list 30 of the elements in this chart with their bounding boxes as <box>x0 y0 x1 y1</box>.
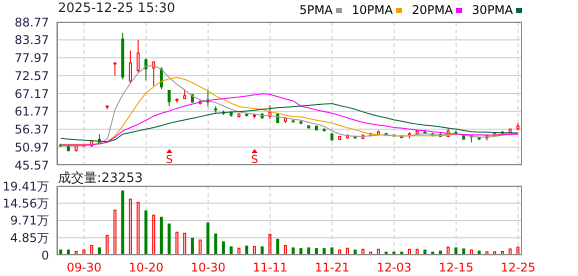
y-tick-label: 67.17 <box>14 86 49 101</box>
x-tick-label: 12-15 <box>438 260 474 275</box>
chart-title: 成交量:23253 <box>58 171 143 187</box>
x-tick-label: 09-30 <box>66 260 102 275</box>
y-tick-label: 4.85万 <box>10 231 49 246</box>
x-tick-label: 10-20 <box>128 260 164 275</box>
chart-title: 2025-12-25 15:30 <box>58 0 176 18</box>
y-tick-label: 72.57 <box>14 68 49 83</box>
legend-label: 10PMA <box>352 3 393 17</box>
data-label: S <box>166 153 173 166</box>
y-tick-label: 45.57 <box>14 158 49 172</box>
legend-label: 20PMA <box>412 3 453 17</box>
y-tick-label: 0 <box>41 248 49 262</box>
x-tick-label: 11-21 <box>314 260 350 275</box>
data-label: S <box>251 153 258 166</box>
x-tick-label: 10-30 <box>190 260 226 275</box>
y-tick-label: 50.97 <box>14 140 49 154</box>
y-tick-label: 77.97 <box>14 51 49 66</box>
legend-label: 30PMA <box>472 3 513 17</box>
y-tick-label: 56.37 <box>14 122 49 137</box>
legend-label: 5PMA <box>299 3 333 17</box>
x-tick-label: 12-25 <box>500 260 536 275</box>
y-tick-label: 61.77 <box>14 104 49 119</box>
y-tick-label: 9.71万 <box>10 214 49 228</box>
y-tick-label: 88.77 <box>14 15 49 30</box>
y-tick-label: 83.37 <box>14 33 49 48</box>
y-tick-label: 14.56万 <box>2 196 49 210</box>
x-tick-label: 12-03 <box>376 260 412 275</box>
y-tick-label: 19.41万 <box>2 179 49 194</box>
x-tick-label: 11-11 <box>252 260 288 275</box>
